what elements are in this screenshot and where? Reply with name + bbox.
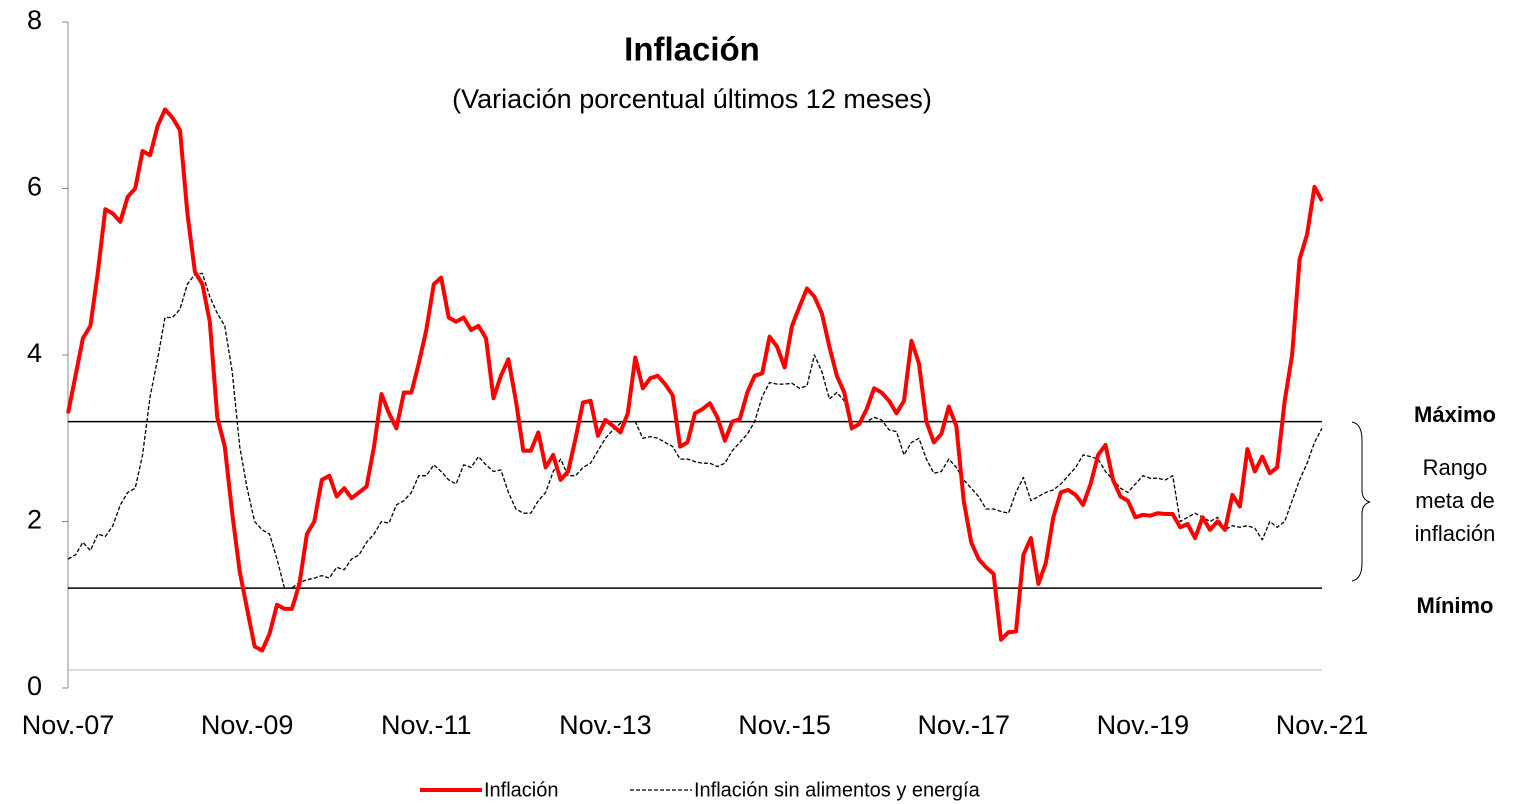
reference-label: Máximo: [1414, 402, 1496, 427]
y-tick-label: 2: [27, 505, 42, 535]
x-tick-label: Nov.-21: [1276, 710, 1369, 740]
series-line: [67, 272, 1323, 589]
x-tick-label: Nov.-15: [738, 710, 831, 740]
x-tick-label: Nov.-09: [201, 710, 294, 740]
x-tick-label: Nov.-17: [917, 710, 1010, 740]
legend-label: Inflación sin alimentos y energía: [694, 779, 981, 801]
x-tick-label: Nov.-11: [381, 710, 472, 740]
legend-label: Inflación: [484, 779, 559, 801]
y-tick-label: 4: [27, 338, 42, 368]
band-label: meta de: [1415, 488, 1495, 513]
y-tick-label: 0: [27, 671, 42, 701]
x-tick-label: Nov.-19: [1097, 710, 1190, 740]
x-tick-label: Nov.-13: [559, 710, 652, 740]
y-tick-label: 6: [27, 172, 42, 202]
range-brace: [1351, 421, 1371, 582]
reference-label: Mínimo: [1417, 593, 1494, 618]
chart-title: Inflación: [624, 31, 760, 68]
band-label: Rango: [1423, 455, 1488, 480]
y-tick-label: 8: [27, 5, 42, 35]
series-line: [66, 107, 1324, 653]
band-label: inflación: [1415, 521, 1496, 546]
x-tick-label: Nov.-07: [22, 710, 115, 740]
chart-subtitle: (Variación porcentual últimos 12 meses): [452, 84, 932, 114]
